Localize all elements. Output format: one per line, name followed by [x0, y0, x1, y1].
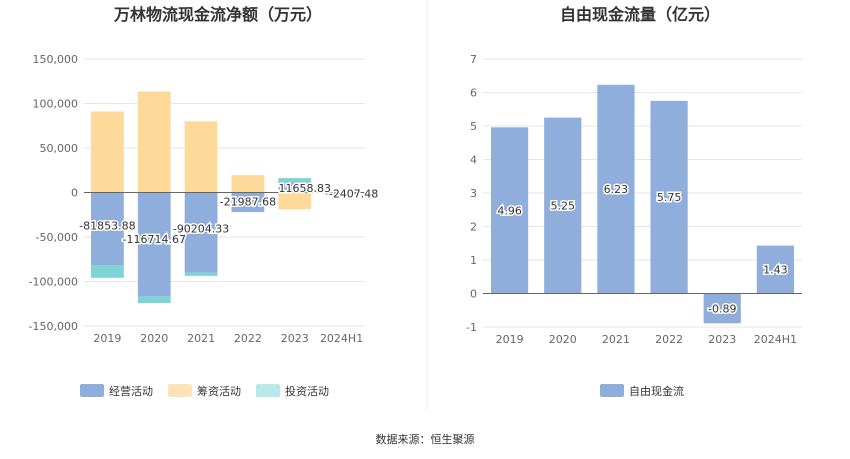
bar-自由现金流-2023[interactable] [703, 293, 741, 324]
bar-经营活动-2021[interactable] [184, 192, 218, 273]
x-tick-label: 2022 [655, 333, 683, 346]
value-label: -0.89 [708, 302, 736, 315]
bar-自由现金流-2022[interactable] [650, 100, 688, 294]
cashflow-chart: 万林物流现金流净额（万元） 150,000 100,000 50,000 0 -50,0… [29, 5, 380, 398]
bar-投资活动-2020[interactable] [137, 296, 171, 304]
cashflow-legend[interactable]: 经营活动 筹资活动 投资活动 [80, 384, 329, 398]
legend-swatch[interactable] [256, 384, 280, 397]
bar-筹资活动-2021[interactable] [184, 121, 218, 193]
x-tick-label: 2024H1 [754, 333, 797, 346]
cashflow-value-labels: -81853.88-116714.67-90204.33 -21987.68116… [78, 180, 380, 247]
bar-投资活动-2023[interactable] [278, 178, 312, 183]
x-tick-label: 2021 [187, 332, 215, 345]
bar-投资活动-2019[interactable] [91, 265, 124, 278]
x-tick-label: 2019 [93, 332, 121, 345]
value-label: -2407.48 [329, 187, 378, 200]
free-cashflow-chart-title: 自由现金流量（亿元） [560, 5, 720, 24]
bar-自由现金流-2020[interactable] [544, 117, 582, 294]
value-label: -90204.33 [173, 223, 229, 236]
bar-筹资活动-2022[interactable] [231, 175, 265, 193]
legend-label[interactable]: 投资活动 [285, 384, 329, 398]
y-tick-label: 2 [470, 221, 477, 234]
legend-swatch[interactable] [168, 384, 192, 397]
bar-筹资活动-2019[interactable] [91, 111, 124, 193]
bar-经营活动-2022[interactable] [231, 192, 265, 213]
y-tick-label: 7 [470, 53, 477, 66]
value-label: 6.23 [604, 183, 629, 196]
value-label: 5.25 [551, 200, 576, 213]
x-tick-label: 2021 [602, 333, 630, 346]
y-tick-label: 0 [470, 288, 477, 301]
x-tick-label: 2020 [549, 333, 577, 346]
y-tick-label: 5 [470, 120, 477, 133]
bar-筹资活动-2024H1[interactable] [325, 194, 358, 196]
cashflow-x-axis: 2019 2020 2021 2022 2023 2024H1 [93, 332, 363, 345]
y-tick-label: -100,000 [29, 276, 78, 289]
value-label: -81853.88 [79, 219, 135, 232]
cashflow-y-axis: 150,000 100,000 50,000 0 -50,000 -100,000 -150… [29, 53, 78, 333]
bar-自由现金流-2024H1[interactable] [756, 245, 795, 294]
bar-筹资活动-2023[interactable] [278, 192, 312, 210]
y-tick-label: -150,000 [29, 320, 78, 333]
legend-label[interactable]: 经营活动 [109, 384, 153, 398]
bar-投资活动-2021[interactable] [184, 272, 218, 276]
legend-swatch[interactable] [80, 384, 104, 397]
y-tick-label: -50,000 [36, 231, 78, 244]
y-tick-label: 3 [470, 187, 477, 200]
y-tick-label: 4 [470, 154, 477, 167]
x-tick-label: 2023 [708, 333, 736, 346]
value-label: 5.75 [657, 191, 682, 204]
data-source-footer: 数据来源：恒生聚源 [376, 432, 475, 446]
bar-经营活动-2024H1[interactable] [325, 192, 358, 195]
bar-经营活动-2019[interactable] [91, 192, 124, 266]
free-cashflow-y-axis: 7 6 5 4 3 2 1 0 -1 [466, 53, 477, 334]
bar-经营活动-2023[interactable] [278, 182, 312, 193]
value-label: 4.96 [497, 204, 522, 217]
legend-label[interactable]: 自由现金流 [629, 384, 684, 398]
legend-label[interactable]: 筹资活动 [197, 384, 241, 398]
y-tick-label: 0 [71, 187, 78, 200]
cashflow-bars [84, 91, 365, 304]
value-label: 1.43 [763, 264, 788, 277]
x-tick-label: 2020 [140, 332, 168, 345]
y-tick-label: -1 [466, 321, 477, 334]
y-tick-label: 50,000 [40, 142, 79, 155]
free-cashflow-x-axis: 2019 2020 2021 2022 2023 2024H1 [496, 333, 797, 346]
y-tick-label: 150,000 [33, 53, 79, 66]
value-label: -116714.67 [123, 233, 186, 246]
value-label: -21987.68 [220, 195, 276, 208]
x-tick-label: 2023 [281, 332, 309, 345]
bar-自由现金流-2021[interactable] [597, 84, 635, 294]
cashflow-chart-title: 万林物流现金流净额（万元） [113, 5, 322, 24]
x-tick-label: 2024H1 [320, 332, 363, 345]
x-tick-label: 2019 [496, 333, 524, 346]
y-tick-label: 100,000 [33, 98, 79, 111]
free-cashflow-grid [483, 58, 802, 328]
bar-经营活动-2020[interactable] [137, 192, 171, 297]
legend-swatch[interactable] [600, 384, 624, 397]
y-tick-label: 6 [470, 87, 477, 100]
free-cashflow-legend[interactable]: 自由现金流 [600, 384, 684, 398]
free-cashflow-bars [483, 84, 802, 324]
bar-自由现金流-2019[interactable] [490, 127, 529, 294]
y-tick-label: 1 [470, 254, 477, 267]
bar-筹资活动-2020[interactable] [137, 91, 171, 193]
value-label: 11658.83 [279, 182, 332, 195]
x-tick-label: 2022 [234, 332, 262, 345]
free-cashflow-value-labels: 4.96 5.25 6.23 5.75 -0.89 1.43 [496, 182, 789, 317]
